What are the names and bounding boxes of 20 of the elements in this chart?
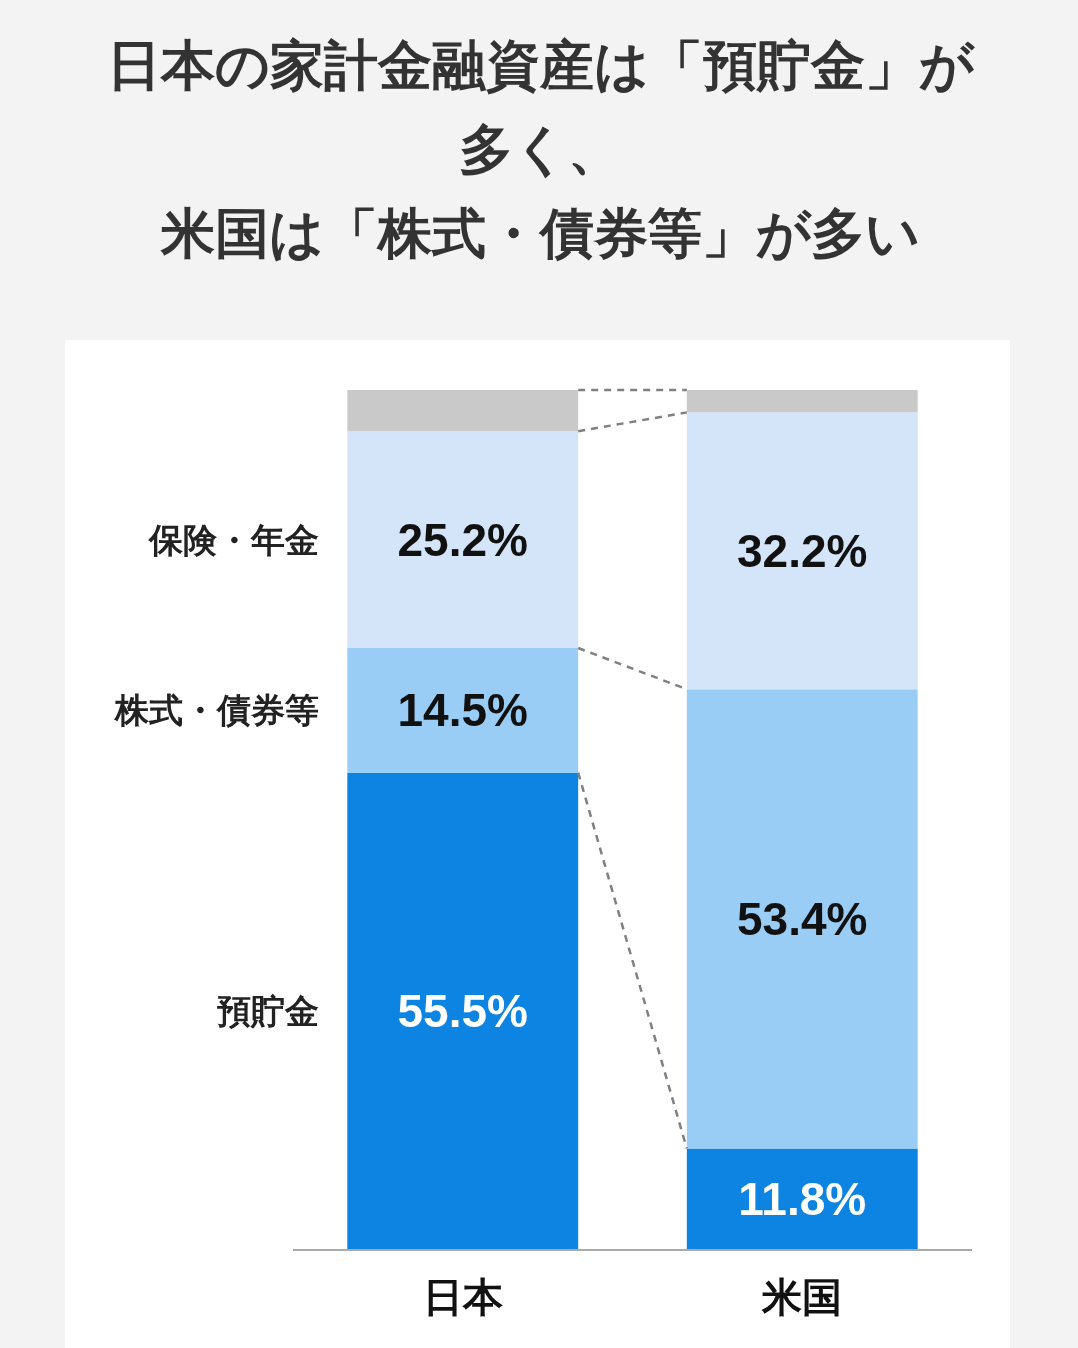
bar (686, 390, 918, 413)
data-label: 14.5% (397, 684, 528, 737)
data-label: 55.5% (397, 985, 528, 1038)
series-label: 株式・債券等 (113, 691, 320, 730)
bar (347, 648, 579, 773)
bar (347, 390, 579, 432)
chart-title: 日本の家計金融資産は「預貯金」が多く、米国は「株式・債券等」が多い (106, 35, 975, 263)
data-label: 32.2% (737, 524, 868, 577)
bar (347, 431, 579, 648)
data-label: 53.4% (737, 892, 868, 945)
x-tick-label: 米国 (761, 1275, 843, 1319)
data-label: 25.2% (397, 513, 528, 566)
bar (686, 412, 918, 690)
series-label: 預貯金 (217, 992, 320, 1031)
x-tick-label: 日本 (422, 1275, 503, 1319)
bar (686, 689, 918, 1149)
bar (347, 772, 579, 1250)
series-label: 保険・年金 (147, 520, 320, 559)
data-label: 11.8% (738, 1173, 867, 1226)
bar (686, 1148, 918, 1250)
